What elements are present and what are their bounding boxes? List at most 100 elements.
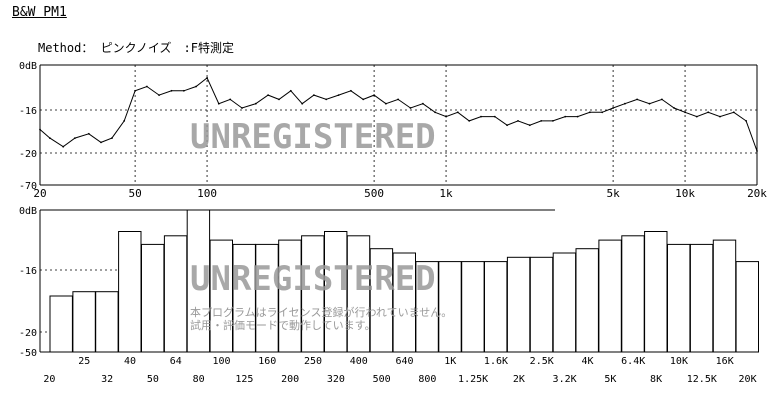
bar (689, 243, 714, 353)
bottom-x-tick-label: 1.25K (458, 374, 488, 385)
bar (735, 261, 759, 353)
bottom-x-tick-label: 32 (101, 374, 113, 385)
top-data-point (337, 94, 340, 96)
top-data-point (528, 124, 531, 127)
top-data-point (552, 120, 554, 122)
top-data-point (661, 98, 663, 101)
top-data-point (576, 115, 579, 118)
top-data-point (74, 137, 76, 140)
top-data-point (62, 145, 65, 148)
bottom-x-tick-label: 64 (170, 356, 182, 367)
top-data-point (195, 85, 198, 88)
top-data-point (589, 111, 591, 114)
top-data-point (170, 89, 173, 92)
bar (644, 231, 668, 353)
top-x-tick-label: 500 (364, 187, 384, 200)
bottom-x-tick-label: 5K (604, 374, 616, 385)
chart-title: B&W PM1 (12, 5, 67, 20)
top-y-tick-label: -16 (19, 106, 37, 117)
top-data-point (624, 102, 626, 105)
top-data-point (409, 107, 412, 109)
top-data-point (254, 102, 257, 105)
bottom-x-tick-label: 640 (395, 356, 413, 367)
top-y-tick-label: 0dB (19, 61, 37, 72)
bottom-x-tick-label: 100 (213, 356, 231, 367)
top-data-point (301, 102, 304, 105)
top-data-point (480, 115, 482, 118)
top-y-tick-label: -70 (19, 181, 37, 192)
top-data-point (100, 141, 102, 144)
bar (438, 261, 462, 353)
bottom-x-tick-label: 80 (193, 374, 205, 385)
bottom-x-tick-label: 4K (581, 356, 593, 367)
bottom-x-tick-label: 200 (281, 374, 299, 385)
top-x-tick-label: 5k (606, 187, 620, 200)
top-data-point (756, 150, 758, 152)
bottom-x-tick-label: 25 (78, 356, 90, 367)
bar (575, 248, 599, 353)
top-data-point (564, 115, 567, 118)
bar (667, 243, 691, 353)
top-data-point (719, 115, 721, 118)
top-x-tick-label: 20k (747, 187, 767, 200)
bottom-x-tick-label: 16K (716, 356, 734, 367)
top-data-point (434, 111, 436, 114)
watermark-line-2: 試用・評価モードで動作しています。 (190, 318, 376, 332)
top-data-point (158, 94, 161, 96)
bar (415, 261, 439, 353)
top-data-point (206, 77, 209, 79)
top-data-point (362, 98, 365, 101)
bottom-y-tick-label: -20 (19, 328, 37, 339)
bottom-x-tick-label: 10K (670, 356, 688, 367)
watermark-top-main: UNREGISTERED (190, 117, 436, 157)
top-data-point (278, 98, 280, 101)
top-data-point (517, 120, 519, 122)
top-data-point (648, 102, 651, 105)
bar (506, 256, 531, 353)
top-data-point (707, 111, 710, 114)
bottom-x-tick-label: 125 (235, 374, 253, 385)
bar (141, 243, 165, 353)
bar (461, 261, 485, 353)
top-data-point (673, 107, 675, 109)
top-data-point (732, 111, 735, 114)
bottom-x-tick-label: 1.6K (484, 356, 508, 367)
top-data-point (506, 124, 508, 127)
bottom-x-tick-label: 20 (43, 374, 55, 385)
top-y-tick-label: -20 (19, 149, 37, 160)
bottom-x-tick-label: 6.4K (621, 356, 645, 367)
bar (621, 235, 645, 353)
top-data-point (267, 94, 269, 96)
bottom-x-tick-label: 8K (650, 374, 662, 385)
top-data-point (612, 107, 614, 109)
bar (552, 252, 577, 353)
top-data-point (745, 120, 747, 122)
bar (118, 231, 142, 353)
method-line: Method： ピンクノイズ :F特測定 (38, 39, 234, 56)
top-data-point (39, 128, 41, 131)
bottom-x-tick-label: 1K (444, 356, 456, 367)
watermark-line-1: 本プログラムはライセンス登録が行われていません。 (190, 305, 452, 319)
bar (49, 295, 73, 353)
bar (301, 235, 325, 353)
bottom-x-tick-label: 3.2K (553, 374, 577, 385)
bar (529, 256, 554, 353)
top-data-point (229, 98, 232, 101)
bottom-y-tick-label: -50 (19, 348, 37, 359)
bar (95, 291, 119, 353)
bottom-x-tick-label: 20K (739, 374, 757, 385)
top-data-point (217, 102, 220, 105)
method-label: Method： (38, 41, 94, 55)
bar (163, 235, 188, 353)
top-x-tick-label: 20 (33, 187, 46, 200)
top-data-point (241, 107, 243, 109)
top-data-point (695, 115, 698, 118)
top-data-point (183, 89, 185, 92)
top-x-tick-label: 1k (439, 187, 453, 200)
top-data-point (456, 111, 459, 114)
top-data-point (289, 89, 292, 92)
bar (712, 239, 737, 353)
top-data-point (350, 89, 352, 92)
bottom-x-tick-label: 250 (304, 356, 322, 367)
bar (369, 248, 394, 353)
